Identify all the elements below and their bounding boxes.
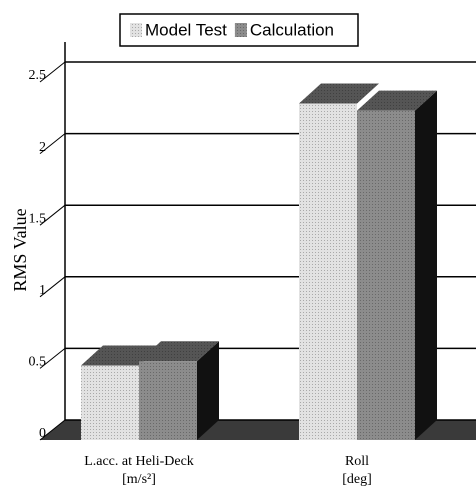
y-tick-label: 1.5 xyxy=(29,211,47,226)
grid-diag xyxy=(39,61,66,83)
bar-top-texture xyxy=(357,90,437,111)
x-tick-unit: [m/s²] xyxy=(122,472,156,487)
legend-swatch-texture xyxy=(234,23,247,37)
x-tick-unit: [deg] xyxy=(342,472,372,487)
y-tick-label: 1 xyxy=(39,283,46,298)
bar-texture xyxy=(299,103,357,440)
bar-side xyxy=(197,341,219,440)
legend-label: Calculation xyxy=(250,20,334,39)
bar-texture xyxy=(357,110,415,440)
bar-side xyxy=(415,90,437,440)
y-tick-label: 0 xyxy=(39,426,46,441)
y-tick-label: 0.5 xyxy=(29,355,47,370)
grid-diag xyxy=(39,419,66,441)
grid-diag xyxy=(39,348,66,369)
x-tick-label: L.acc. at Heli-Deck xyxy=(84,454,194,469)
bar-top-texture xyxy=(139,341,219,362)
bar-top-texture xyxy=(299,83,379,104)
y-axis-label: RMS Value xyxy=(10,208,30,291)
grid-diag xyxy=(39,204,66,226)
y-tick-label: 2 xyxy=(39,140,46,155)
x-tick-label: Roll xyxy=(345,454,369,469)
grid-diag xyxy=(39,133,66,154)
bar-texture xyxy=(81,365,139,440)
legend-swatch-texture xyxy=(130,23,142,37)
grid-diag xyxy=(39,276,66,298)
y-tick-label: 2.5 xyxy=(29,68,47,83)
legend-label: Model Test xyxy=(145,20,227,39)
bar-texture xyxy=(139,361,197,440)
